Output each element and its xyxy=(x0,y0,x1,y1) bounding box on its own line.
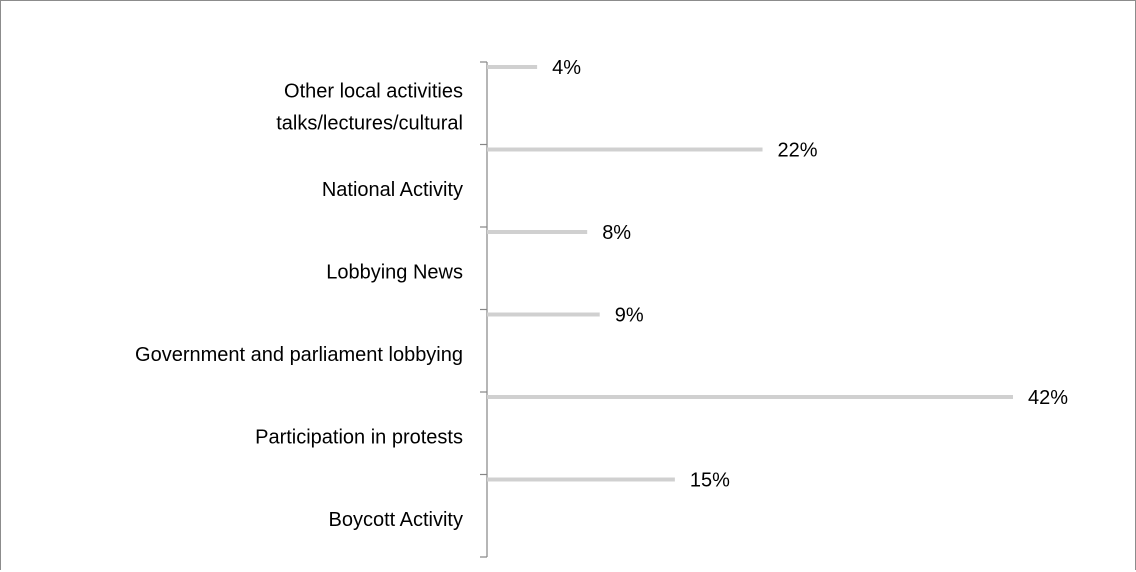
category-label-1: National Activity xyxy=(322,179,463,201)
category-label-4: Participation in protests xyxy=(255,426,463,448)
category-label-2: Lobbying News xyxy=(326,261,463,283)
data-label-4: 42% xyxy=(1028,387,1068,409)
data-label-2: 8% xyxy=(602,222,631,244)
bar-5 xyxy=(487,477,675,482)
category-label-5: Boycott Activity xyxy=(329,509,464,531)
data-label-0: 4% xyxy=(552,57,581,79)
bar-3 xyxy=(487,312,600,317)
bar-2 xyxy=(487,230,588,234)
bar-1 xyxy=(487,147,763,152)
category-label-0-line-1: talks/lectures/cultural xyxy=(276,112,463,134)
bar-0 xyxy=(487,65,538,69)
data-label-1: 22% xyxy=(778,140,818,162)
data-label-5: 15% xyxy=(690,470,730,492)
category-label-0-line-0: Other local activities xyxy=(284,80,463,102)
bar-4 xyxy=(487,395,1013,399)
data-label-3: 9% xyxy=(615,305,644,327)
category-label-3: Government and parliament lobbying xyxy=(135,344,463,366)
